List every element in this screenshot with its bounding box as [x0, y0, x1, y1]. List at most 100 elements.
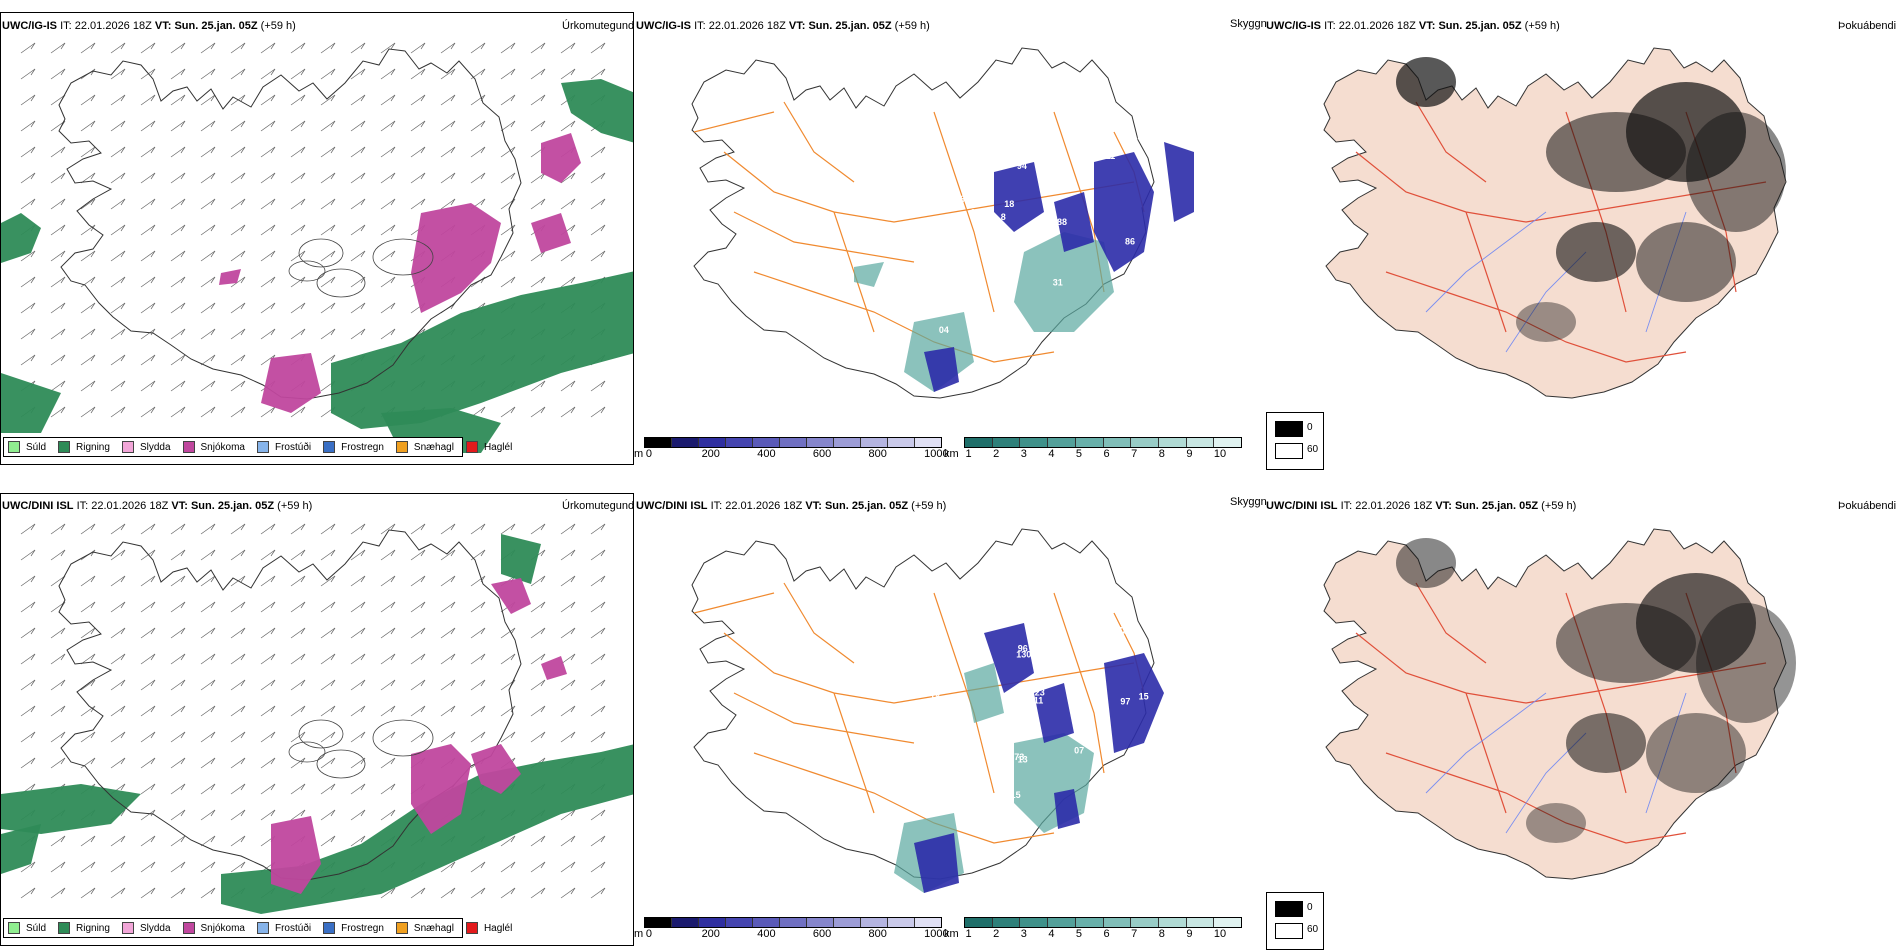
wind-barb-flag [510, 94, 516, 102]
wind-barb-flag [120, 887, 126, 895]
wind-barb [80, 120, 96, 132]
wind-barb-flag [270, 757, 276, 765]
colorbar-tick: 10 [1213, 928, 1227, 940]
wind-barb [350, 575, 366, 587]
wind-barb [140, 120, 156, 132]
wind-barb-flag [150, 42, 156, 50]
wind-barb [80, 198, 96, 210]
wind-barb-flag [390, 250, 396, 258]
wind-barb [320, 42, 336, 54]
wind-barb [110, 380, 126, 392]
wind-barb-flag [360, 42, 366, 50]
precip-legend-row0: Súld Rigning Slydda Snjókoma Frostúði Frostre… [3, 437, 512, 457]
fog-legend-row1: 0 60 [1266, 892, 1324, 950]
wind-barb-flag [90, 380, 96, 388]
fog-low-swatch [1275, 443, 1303, 459]
wind-barb [290, 68, 306, 80]
wind-barb-flag [90, 731, 96, 739]
fog-shade [1686, 112, 1786, 232]
colorbar-tick: 1000 [924, 448, 949, 460]
ceiling-value-label: 31 [1053, 277, 1063, 287]
wind-barb-flag [510, 523, 516, 531]
wind-barb-flag [420, 627, 426, 635]
wind-barb [110, 861, 126, 873]
wind-barb-flag [90, 120, 96, 128]
legend-swatch [256, 441, 269, 453]
colorbar-tick: 4 [1048, 928, 1055, 940]
wind-barb [260, 627, 276, 639]
colorbar-segment [1020, 438, 1049, 447]
wind-barb-flag [180, 68, 186, 76]
wind-barb [140, 757, 156, 769]
wind-barb-flag [30, 172, 36, 180]
wind-barb [260, 224, 276, 236]
wind-barb [230, 250, 246, 262]
wind-barb-flag [390, 627, 396, 635]
wind-barb-flag [180, 146, 186, 154]
wind-barb [140, 42, 156, 54]
wind-barb-flag [420, 120, 426, 128]
wind-barb-flag [540, 198, 546, 206]
wind-barb-flag [90, 146, 96, 154]
wind-barb-flag [60, 406, 66, 414]
wind-barb-flag [180, 679, 186, 687]
wind-barb-flag [600, 549, 606, 557]
wind-barb-flag [180, 705, 186, 713]
ceiling-value-label: 21 [982, 824, 992, 834]
wind-barb-flag [150, 198, 156, 206]
wind-barb [500, 705, 516, 717]
wind-barb-flag [600, 380, 606, 388]
wind-barb [590, 627, 606, 639]
wind-barb [140, 835, 156, 847]
colorbar-tick: 4 [1048, 448, 1055, 460]
rain-area [561, 79, 633, 143]
wind-barb [230, 523, 246, 535]
wind-barb-flag [210, 146, 216, 154]
wind-barb-flag [300, 783, 306, 791]
wind-barb [560, 120, 576, 132]
legend-item: Haglél [465, 922, 512, 934]
wind-barb [110, 42, 126, 54]
wind-barb [80, 354, 96, 366]
wind-barb-flag [390, 302, 396, 310]
wind-barb [320, 250, 336, 262]
wind-barb-flag [240, 380, 246, 388]
wind-barb [260, 198, 276, 210]
wind-barb [500, 627, 516, 639]
wind-barb [590, 835, 606, 847]
wind-barb [440, 601, 456, 613]
wind-barb [200, 250, 216, 262]
wind-barb-flag [210, 354, 216, 362]
wind-barb-flag [300, 549, 306, 557]
wind-barb [170, 120, 186, 132]
legend-item: Haglél [465, 441, 512, 453]
wind-barb [530, 276, 546, 288]
wind-barb [590, 250, 606, 262]
wind-barb-flag [180, 120, 186, 128]
wind-barb-flag [390, 679, 396, 687]
ceiling-value-label: 8 [1001, 212, 1006, 222]
wind-barb-flag [330, 146, 336, 154]
wind-barb-flag [240, 809, 246, 817]
wind-barb-flag [540, 549, 546, 557]
wind-barb [230, 68, 246, 80]
wind-barb [260, 809, 276, 821]
wind-barb-flag [150, 250, 156, 258]
wind-barb [170, 731, 186, 743]
wind-barb [380, 575, 396, 587]
wind-barb [560, 705, 576, 717]
wind-barb-flag [210, 68, 216, 76]
ceiling-colorbar-row0: m 0 200 400 600 800 1000 [634, 437, 949, 461]
wind-barb-flag [570, 835, 576, 843]
wind-barb [440, 523, 456, 535]
wind-barb-flag [150, 835, 156, 843]
wind-barb [170, 783, 186, 795]
ceiling-value-label: 63 [1111, 344, 1121, 354]
wind-barb [410, 627, 426, 639]
wind-barb-flag [30, 601, 36, 609]
wind-barb [110, 653, 126, 665]
wind-barb [350, 653, 366, 665]
wind-barb-flag [600, 835, 606, 843]
wind-barb-flag [240, 835, 246, 843]
wind-barb-flag [90, 68, 96, 76]
